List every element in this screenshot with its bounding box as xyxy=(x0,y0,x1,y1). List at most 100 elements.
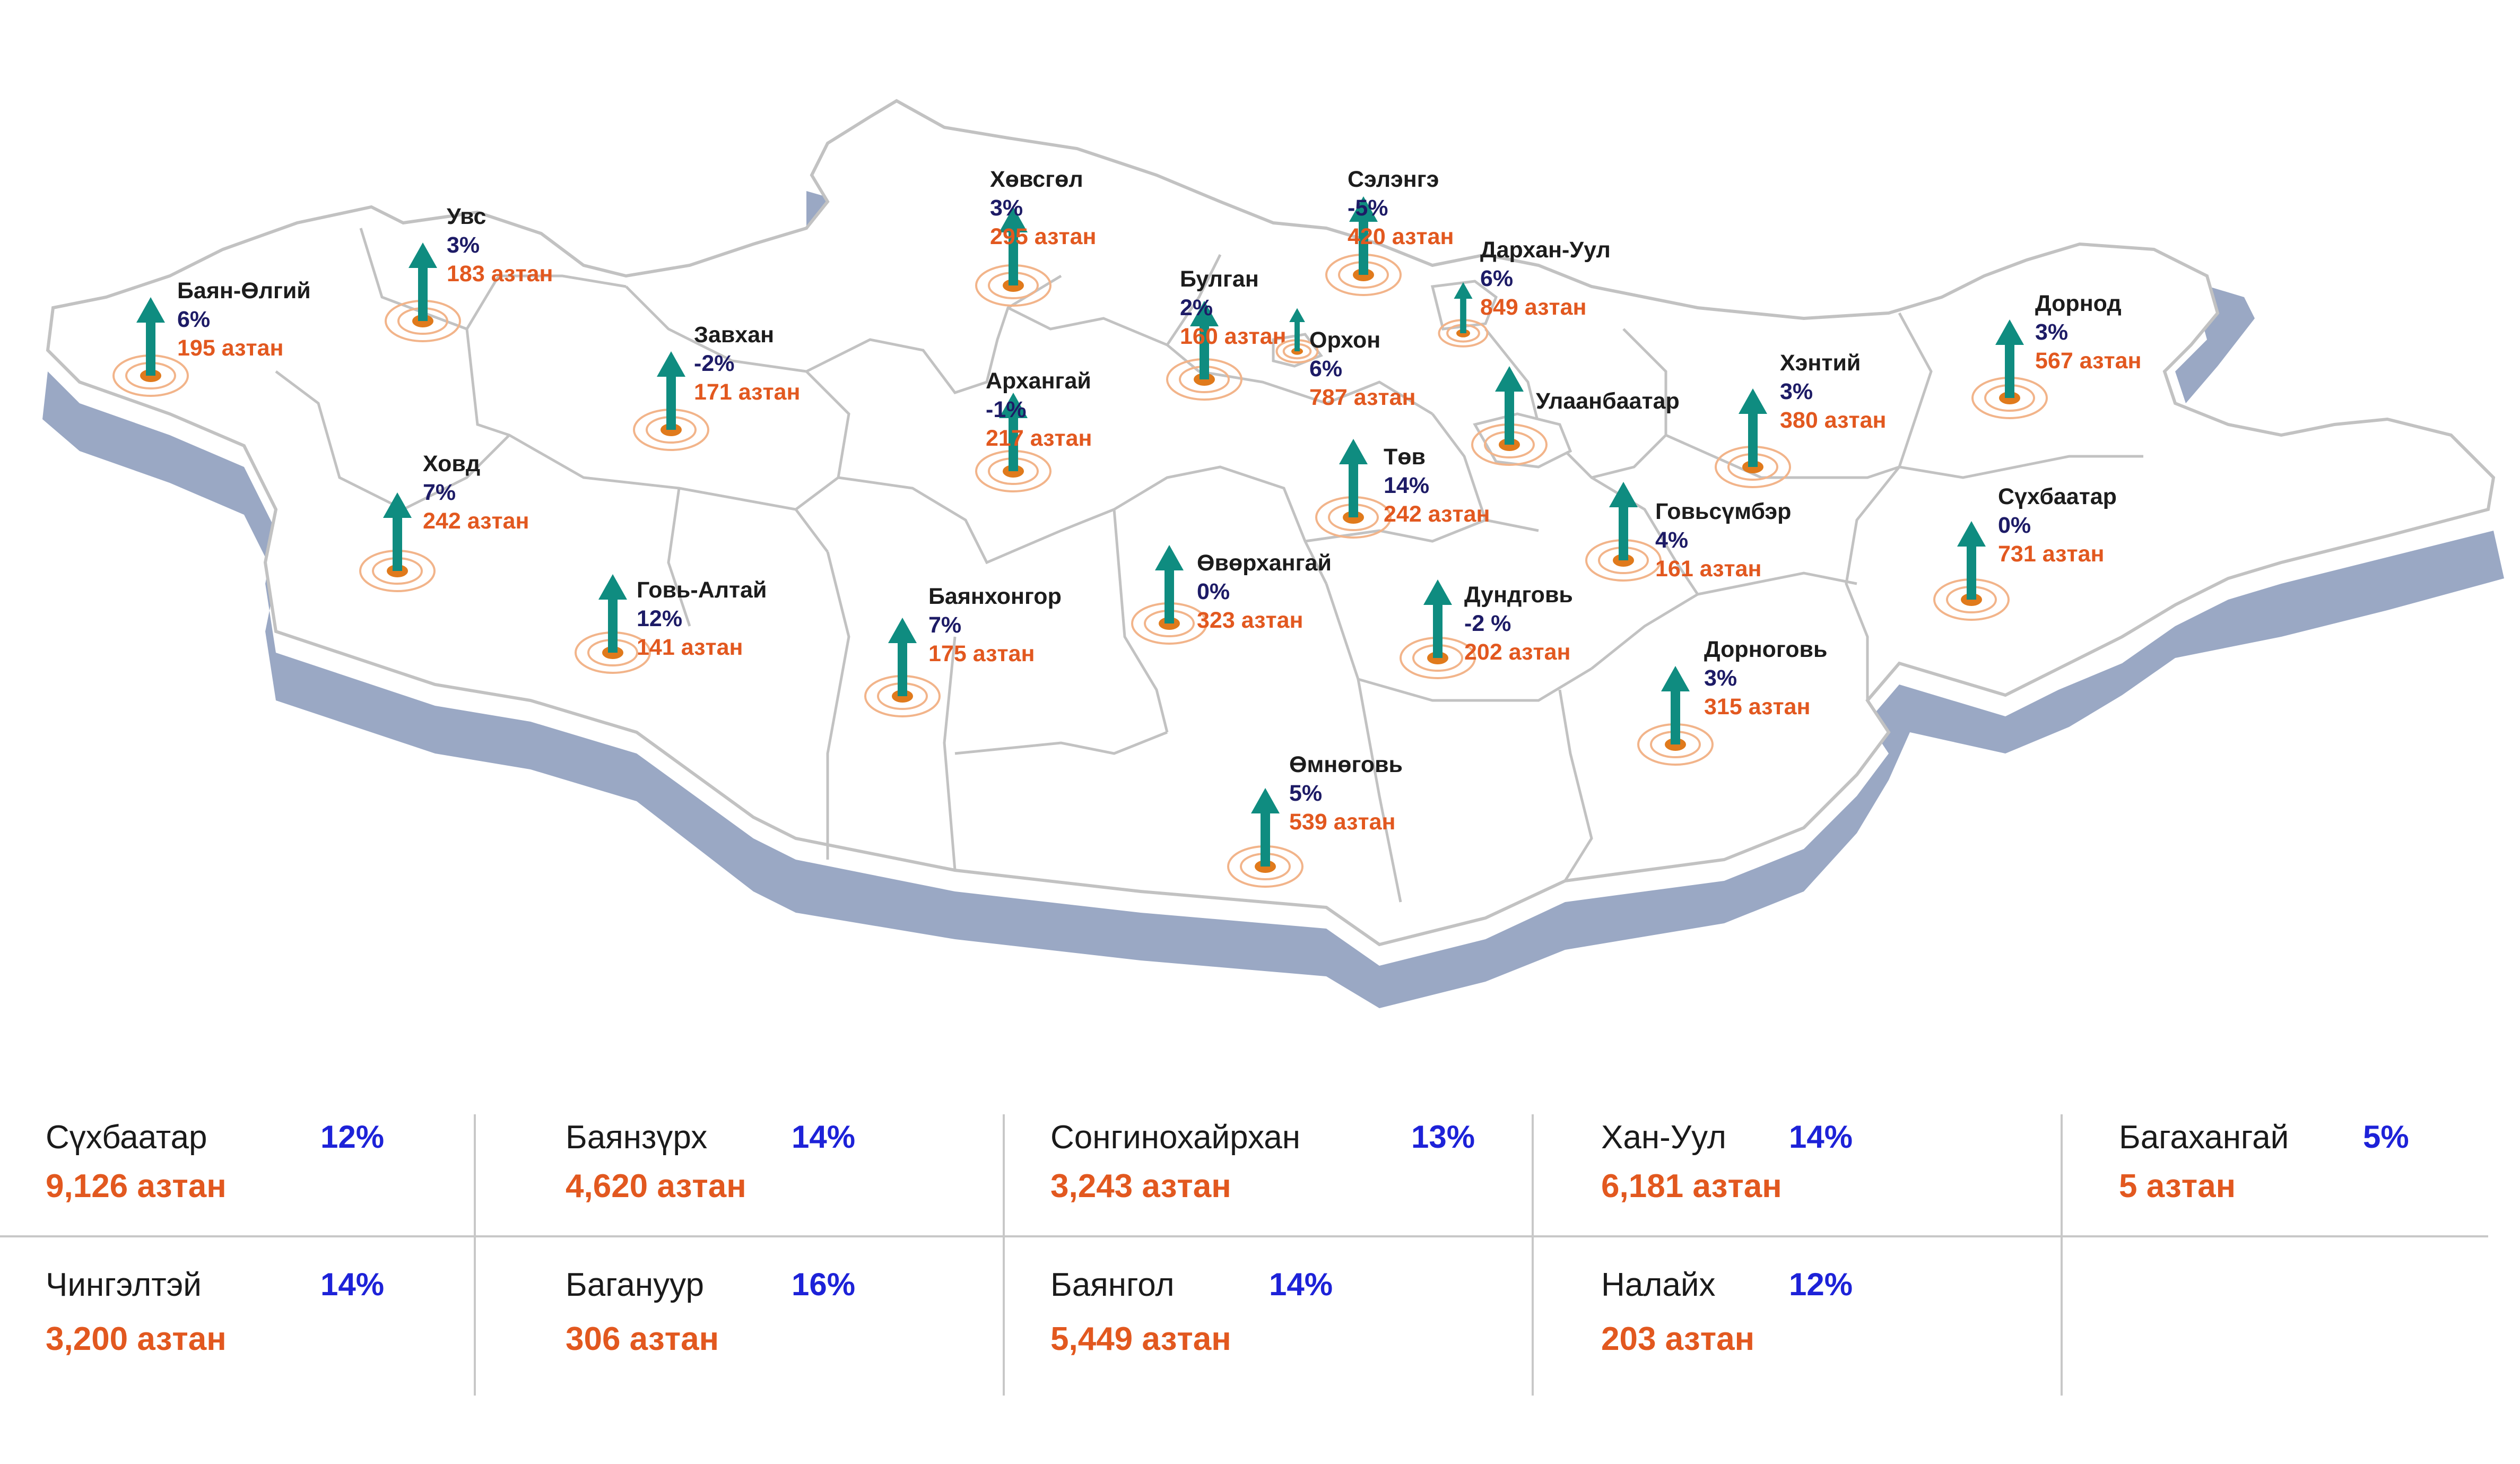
province-percent: 6% xyxy=(177,307,210,332)
province-marker: Архангай -1% 217 азтан xyxy=(975,368,1092,492)
district-name: Налайх xyxy=(1601,1267,1716,1303)
up-arrow-icon xyxy=(598,574,627,600)
district-cell: Хан-Уул 14% 6,181 азтан xyxy=(1601,1093,2110,1231)
province-count: 787 азтан xyxy=(1309,385,1415,410)
up-arrow-icon xyxy=(1454,282,1473,299)
up-arrow-icon xyxy=(1957,521,1986,547)
map-outline xyxy=(46,99,2496,947)
province-count: 295 азтан xyxy=(990,224,1096,249)
district-count: 6,181 азтан xyxy=(1601,1168,1782,1205)
up-arrow-icon xyxy=(1661,666,1690,691)
up-arrow-icon xyxy=(1339,439,1368,464)
province-percent: 2% xyxy=(1180,295,1213,320)
province-percent: 12% xyxy=(637,606,682,631)
province-name: Говь-Алтай xyxy=(637,577,767,603)
province-name: Өвөрхангай xyxy=(1197,550,1332,576)
divider xyxy=(0,1235,2488,1237)
up-arrow-icon xyxy=(999,207,1028,232)
district-percent: 12% xyxy=(1789,1267,1853,1302)
arrow-shaft xyxy=(1009,418,1018,471)
district-cell: Багануур 16% 306 азтан xyxy=(566,1241,1075,1379)
province-percent: 3% xyxy=(1780,379,1813,404)
district-cell: Чингэлтэй 14% 3,200 азтан xyxy=(46,1241,555,1379)
province-percent: -5% xyxy=(1348,195,1388,221)
province-name: Архангай xyxy=(986,368,1091,394)
province-marker: Сэлэнгэ -5% 420 азтан xyxy=(1325,167,1454,296)
province-percent: 7% xyxy=(423,480,456,505)
arrow-shaft xyxy=(608,600,618,653)
province-marker: Дархан-Уул 6% 849 азтан xyxy=(1438,237,1611,348)
province-name: Улаанбаатар xyxy=(1536,388,1680,414)
district-count: 306 азтан xyxy=(566,1321,719,1357)
up-arrow-icon xyxy=(1349,196,1378,222)
province-count: 242 азтан xyxy=(423,508,529,534)
province-percent: 3% xyxy=(990,195,1023,221)
province-marker: Говь-Алтай 12% 141 азтан xyxy=(575,574,767,674)
arrow-shaft xyxy=(1165,570,1174,623)
province-marker: Ховд 7% 242 азтан xyxy=(359,451,529,592)
up-arrow-icon xyxy=(1190,301,1219,326)
divider xyxy=(1003,1114,1005,1396)
district-count: 9,126 азтан xyxy=(46,1168,227,1205)
province-name: Төв xyxy=(1384,444,1426,470)
map-svg: Баян-Өлгий 6% 195 азтан Увс 3% 183 азтан Ховд 7… xyxy=(42,99,2504,1008)
district-count: 4,620 азтан xyxy=(566,1168,746,1205)
province-count: 160 азтан xyxy=(1180,324,1286,349)
province-name: Орхон xyxy=(1309,327,1380,353)
district-count: 203 азтан xyxy=(1601,1321,1755,1357)
province-marker: Өмнөговь 5% 539 азтан xyxy=(1227,752,1403,888)
province-markers: Баян-Өлгий 6% 195 азтан Увс 3% 183 азтан Ховд 7… xyxy=(112,167,2141,888)
up-arrow-icon xyxy=(409,242,437,268)
province-name: Говьсүмбэр xyxy=(1655,499,1791,524)
district-cell: Баянгол 14% 5,449 азтан xyxy=(1050,1241,1560,1379)
up-arrow-icon xyxy=(1495,366,1524,392)
arrow-shaft xyxy=(1261,813,1270,867)
district-cell: Сонгинохайрхан 13% 3,243 азтан xyxy=(1050,1093,1560,1231)
province-count: 195 азтан xyxy=(177,335,283,361)
province-marker: Булган 2% 160 азтан xyxy=(1166,266,1286,401)
province-name: Өмнөговь xyxy=(1289,752,1403,777)
province-name: Сүхбаатар xyxy=(1998,484,2117,509)
district-name: Багануур xyxy=(566,1267,704,1303)
arrow-shaft xyxy=(1359,222,1368,275)
province-marker: Өвөрхангай 0% 323 азтан xyxy=(1131,545,1332,645)
province-name: Булган xyxy=(1180,266,1259,292)
up-arrow-icon xyxy=(1995,319,2024,345)
province-count: 323 азтан xyxy=(1197,608,1303,633)
arrow-shaft xyxy=(418,268,428,321)
province-percent: -2% xyxy=(694,351,734,376)
province-marker: Дундговь -2 % 202 азтан xyxy=(1400,579,1573,679)
district-percent: 14% xyxy=(1269,1267,1333,1302)
district-percent: 14% xyxy=(1789,1119,1853,1155)
province-marker: Говьсүмбэр 4% 161 азтан xyxy=(1585,482,1791,582)
province-count: 380 азтан xyxy=(1780,408,1886,433)
province-count: 420 азтан xyxy=(1348,224,1454,249)
province-count: 202 азтан xyxy=(1464,639,1570,665)
province-percent: 6% xyxy=(1309,356,1342,382)
district-name: Баянзүрх xyxy=(566,1119,708,1156)
province-percent: 3% xyxy=(2035,319,2068,345)
divider xyxy=(1532,1114,1534,1396)
province-percent: 7% xyxy=(928,612,961,638)
district-percent: 14% xyxy=(792,1119,856,1155)
province-marker: Завхан -2% 171 азтан xyxy=(633,322,800,451)
province-name: Баян-Өлгий xyxy=(177,278,311,304)
arrow-shaft xyxy=(666,377,676,430)
district-cell: Баянзүрх 14% 4,620 азтан xyxy=(566,1093,1075,1231)
arrow-shaft xyxy=(1294,322,1300,351)
up-arrow-icon xyxy=(1155,545,1184,570)
arrow-shaft xyxy=(1200,326,1209,379)
district-name: Багахангай xyxy=(2119,1119,2289,1156)
province-percent: 3% xyxy=(447,232,480,258)
up-arrow-icon xyxy=(383,492,412,518)
province-percent: -2 % xyxy=(1464,611,1511,636)
district-cell: Сүхбаатар 12% 9,126 азтан xyxy=(46,1093,555,1231)
divider xyxy=(474,1114,476,1396)
province-percent: 5% xyxy=(1289,781,1322,806)
arrow-shaft xyxy=(146,323,155,376)
arrow-shaft xyxy=(1009,232,1018,285)
arrow-shaft xyxy=(898,643,907,696)
province-marker: Сүхбаатар 0% 731 азтан xyxy=(1933,484,2117,621)
mongolia-map: Баян-Өлгий 6% 195 азтан Увс 3% 183 азтан Ховд 7… xyxy=(42,99,2504,1008)
province-name: Дархан-Уул xyxy=(1480,237,1611,263)
